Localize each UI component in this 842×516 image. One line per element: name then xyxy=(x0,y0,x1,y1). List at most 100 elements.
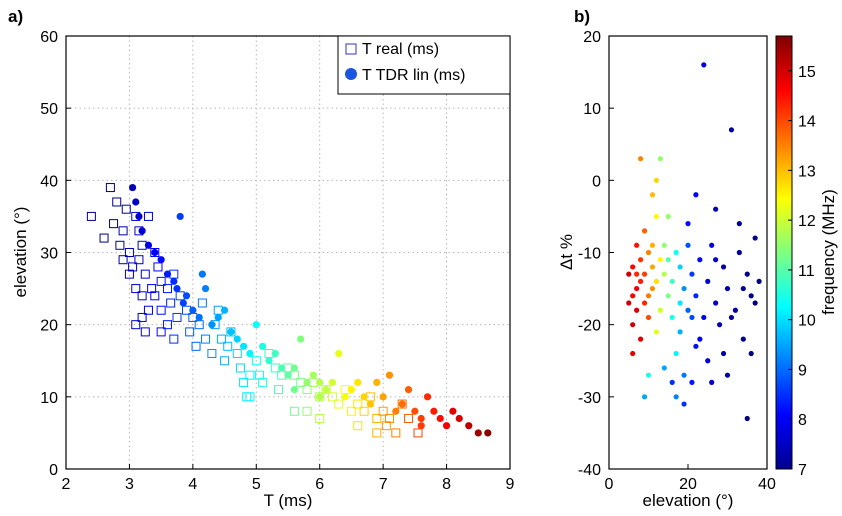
delta-point xyxy=(693,192,699,198)
real-point xyxy=(404,413,414,423)
delta-point xyxy=(649,192,656,198)
delta-point xyxy=(665,257,671,263)
y-tick-label: -30 xyxy=(578,390,601,407)
delta-point xyxy=(697,257,703,263)
delta-point xyxy=(752,300,758,306)
tdr-point xyxy=(474,429,482,437)
tdr-point xyxy=(132,198,140,206)
real-point xyxy=(372,413,382,423)
delta-point xyxy=(638,336,644,342)
delta-point xyxy=(649,285,656,292)
panel-b-x-label: elevation (°) xyxy=(643,491,734,510)
tdr-point xyxy=(442,422,451,430)
delta-point xyxy=(748,350,754,357)
real-point xyxy=(121,204,131,214)
tdr-point xyxy=(233,335,241,343)
delta-point xyxy=(634,307,640,313)
x-tick-label: 2 xyxy=(62,476,71,493)
delta-point xyxy=(653,278,660,284)
panel-b-y-ticks: -40 -30 -20 -10 0 10 20 xyxy=(578,29,614,479)
tdr-point xyxy=(290,386,298,394)
real-point xyxy=(258,377,268,387)
x-tick-label: 4 xyxy=(188,476,197,493)
x-tick-label: 6 xyxy=(315,476,324,493)
real-point xyxy=(156,305,166,315)
real-point xyxy=(156,276,166,286)
real-point xyxy=(185,327,195,337)
real-point xyxy=(124,248,134,257)
tdr-point xyxy=(411,407,419,415)
panel-a-x-label: T (ms) xyxy=(264,491,313,510)
tdr-point xyxy=(322,386,330,394)
delta-point xyxy=(653,177,660,183)
tdr-point xyxy=(328,378,336,386)
x-tick-label: 40 xyxy=(758,476,776,493)
real-point xyxy=(131,320,141,330)
real-point xyxy=(169,334,179,344)
real-point xyxy=(124,269,134,279)
real-point xyxy=(140,327,150,337)
delta-point xyxy=(645,249,652,256)
delta-point xyxy=(638,257,644,263)
tdr-point xyxy=(290,364,298,372)
delta-point xyxy=(705,278,711,284)
tdr-point xyxy=(404,386,413,394)
delta-point xyxy=(736,221,742,227)
delta-point xyxy=(649,242,656,248)
real-point xyxy=(235,363,245,373)
real-point xyxy=(153,262,163,272)
panel-b-frame xyxy=(608,35,768,470)
delta-point xyxy=(649,264,656,270)
y-tick-label: 0 xyxy=(49,462,58,479)
real-point xyxy=(359,406,369,416)
real-point xyxy=(134,255,144,265)
panel-a-x-ticks: 2 3 4 5 6 7 8 9 xyxy=(62,464,515,493)
colorbar-tick-label: 9 xyxy=(798,362,807,379)
delta-point xyxy=(728,314,735,321)
real-point xyxy=(150,248,160,257)
delta-point xyxy=(673,394,679,400)
delta-point xyxy=(641,228,648,234)
panel-a-y-ticks: 0 10 20 30 40 50 60 xyxy=(40,29,71,479)
delta-point xyxy=(689,271,695,277)
tdr-point xyxy=(341,393,349,401)
real-point xyxy=(156,327,166,337)
panel-a-label: a) xyxy=(8,7,23,26)
real-point xyxy=(220,356,230,366)
tdr-point xyxy=(198,270,206,278)
delta-point xyxy=(724,372,731,378)
real-point xyxy=(321,385,331,395)
real-point xyxy=(109,219,119,229)
tdr-point xyxy=(379,393,387,401)
colorbar-tick-label: 11 xyxy=(798,263,815,280)
colorbar-tick-label: 12 xyxy=(798,213,816,230)
real-point xyxy=(112,197,122,207)
panel-a-y-label: elevation (°) xyxy=(11,207,30,298)
real-point xyxy=(289,406,299,416)
legend-circle-marker xyxy=(345,68,357,80)
delta-point xyxy=(661,271,667,277)
x-tick-label: 0 xyxy=(605,476,614,493)
delta-point xyxy=(732,307,739,313)
real-point xyxy=(201,334,211,344)
delta-point xyxy=(657,257,663,263)
delta-point xyxy=(653,329,660,335)
delta-point xyxy=(713,257,719,263)
tdr-point xyxy=(417,414,425,423)
delta-point xyxy=(685,242,691,248)
real-point xyxy=(251,356,261,366)
tdr-point xyxy=(449,407,457,415)
y-tick-label: 0 xyxy=(592,173,601,190)
tdr-point xyxy=(182,292,191,300)
tdr-point xyxy=(240,342,248,350)
delta-point xyxy=(657,156,663,162)
real-point xyxy=(162,284,172,294)
real-point xyxy=(413,428,423,438)
delta-point xyxy=(673,249,679,256)
tdr-point xyxy=(227,328,235,336)
real-point xyxy=(254,370,264,380)
real-point xyxy=(172,312,182,322)
delta-point xyxy=(641,271,648,277)
real-point xyxy=(115,240,125,250)
tdr-point xyxy=(423,393,432,401)
